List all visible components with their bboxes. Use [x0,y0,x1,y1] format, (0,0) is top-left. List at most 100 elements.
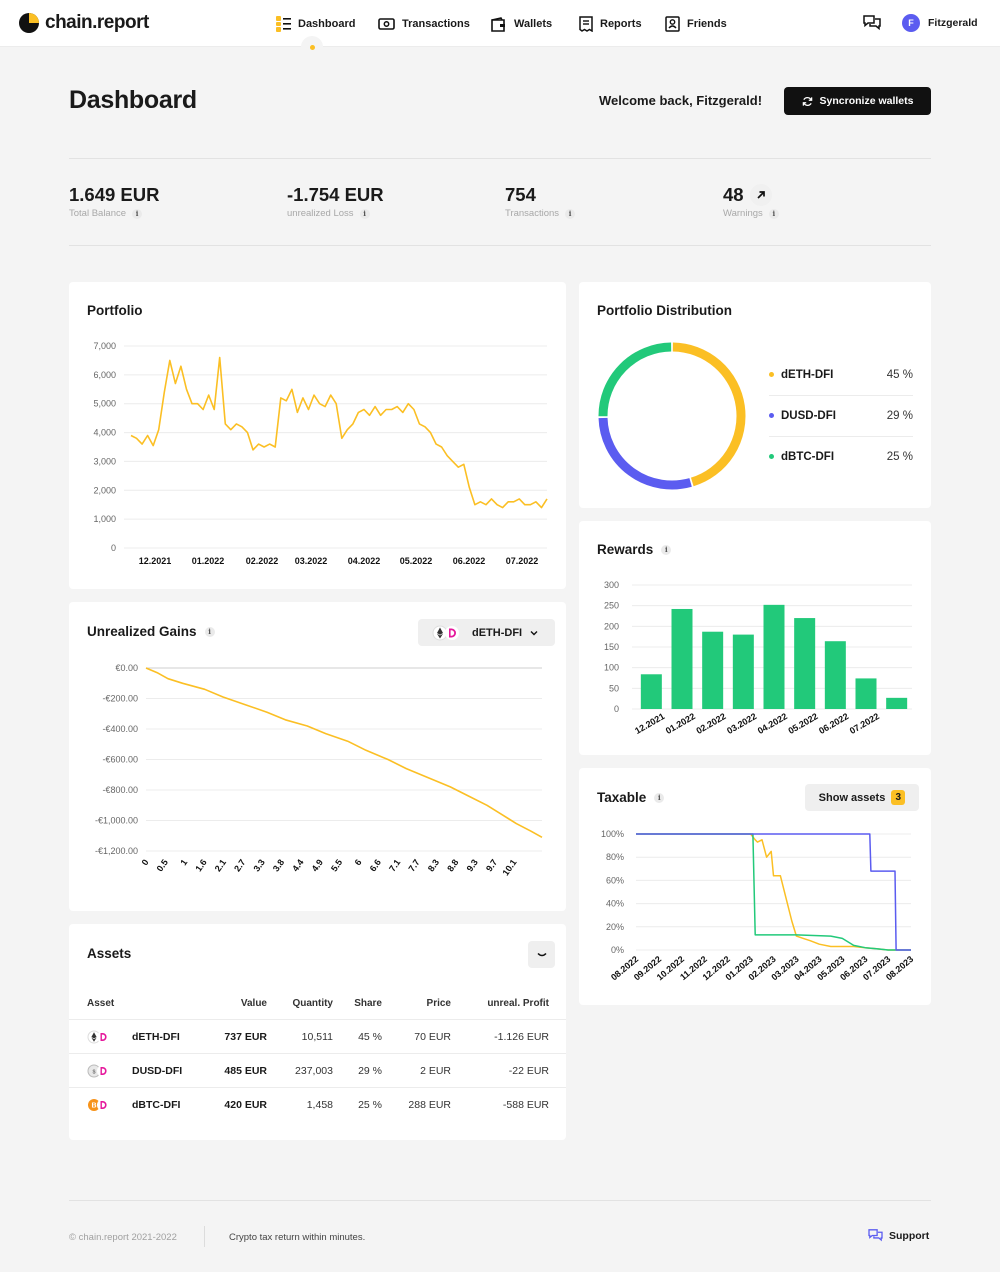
footer-separator [204,1226,205,1247]
footer-tagline: Crypto tax return within minutes. [229,1232,366,1243]
divider [69,245,931,246]
nav-transactions[interactable]: Transactions [378,14,470,34]
y-tick-label: 1,000 [93,514,116,524]
info-icon[interactable]: i [768,208,779,219]
y-tick-label: 7,000 [93,341,116,351]
y-tick-label: 6,000 [93,370,116,380]
y-tick-label: 3,000 [93,456,116,466]
y-tick-label: 300 [604,580,619,590]
asset-share: 29 % [358,1065,382,1077]
support-link[interactable]: Support [868,1229,929,1242]
legend-divider [769,395,913,396]
info-icon[interactable]: i [132,208,143,219]
unrealized-series-line [145,667,543,838]
legend-item: DUSD-DFI 29 % [769,395,913,436]
x-tick-label: 07.2022 [506,556,539,566]
show-assets-button[interactable]: Show assets 3 [805,784,919,811]
stat-label-text: unrealized Loss [287,208,354,219]
unrealized-gains-chart: €0.00 -€200.00 -€400.00 -€600.00 -€800.00 -€1… [95,663,543,878]
cash-icon [378,18,395,30]
divider [69,158,931,159]
nav-dashboard[interactable]: Dashboard [276,14,355,34]
asset-share: 25 % [358,1099,382,1111]
asset-profit: -1.126 EUR [494,1031,549,1043]
reward-bar [702,631,724,709]
reward-bar [732,634,754,709]
portfolio-distribution-card: Portfolio Distribution dETH-DFI 45 % DUS… [579,282,931,508]
nav-reports[interactable]: Reports [579,14,642,34]
x-tick-label: 3.3 [251,857,266,873]
eth-dfi-pair-icon [432,625,459,640]
legend-value: 29 % [886,409,913,422]
chat-icon [868,1229,883,1242]
info-icon[interactable]: i [359,208,370,219]
refresh-icon [802,96,812,106]
asset-share: 45 % [358,1031,382,1043]
stat-label: Total Balance i [69,208,160,219]
y-tick-label: 2,000 [93,485,116,495]
sync-wallets-button[interactable]: Syncronize wallets [784,87,931,115]
stat-total-balance: 1.649 EUR Total Balance i [69,184,160,219]
stat-value-text: 48 [723,184,744,205]
user-menu[interactable]: F Fitzgerald [902,14,978,32]
column-header-value: Value [240,998,267,1009]
reward-bar [763,604,785,709]
stat-value: 754 [505,184,536,205]
assets-title: Assets [87,946,132,961]
stat-label: Transactions i [505,208,576,219]
y-tick-label: 20% [606,922,624,932]
chat-icon[interactable] [863,15,881,36]
asset-name: dBTC-DFI [132,1099,181,1111]
support-label: Support [889,1229,930,1242]
logo[interactable]: chain.report [18,11,149,35]
reward-bar [794,618,816,709]
nav-friends[interactable]: Friends [665,14,727,34]
info-icon[interactable]: i [204,626,215,637]
asset-profit: -22 EUR [508,1065,549,1077]
x-tick-label: 03.2022 [295,556,328,566]
taxable-chart: 0%20%40%60%80%100%08.202209.202210.20221… [601,829,915,982]
table-row[interactable]: dETH-DFI 737 EUR 10,511 45 % 70 EUR -1.1… [69,1019,566,1053]
info-icon[interactable]: i [661,544,672,555]
x-tick-label: 9.3 [465,857,480,873]
footer-divider [69,1200,931,1201]
taxable-card: Taxable i Show assets 3 0% 20% 40% 60% 80% 100… [579,768,931,1005]
rewards-card: Rewards i 0 50 100 150 200 250 300 12.2021 01.202… [579,521,931,755]
unrealized-gains-title: Unrealized Gains i [87,624,215,639]
y-tick-label: €0.00 [115,663,138,673]
contact-icon [665,16,680,32]
asset-value: 737 EUR [224,1031,267,1043]
legend-dot [769,454,774,459]
taxable-series-line [636,833,911,951]
receipt-icon [579,16,593,32]
asset-select-dropdown[interactable]: dETH-DFI [418,619,555,646]
stat-label-text: Warnings [723,208,763,219]
table-row[interactable]: $ DUSD-DFI 485 EUR 237,003 29 % 2 EUR -2… [69,1053,566,1087]
asset-value: 485 EUR [224,1065,267,1077]
count-badge: 3 [891,790,906,805]
table-row[interactable]: B dBTC-DFI 420 EUR 1,458 25 % 288 EUR -5… [69,1087,566,1121]
btc-dfi-pair-icon: B [88,1099,109,1111]
y-tick-label: 200 [604,621,619,631]
y-tick-label: 100 [604,663,619,673]
info-icon[interactable]: i [654,792,665,803]
nav-wallets[interactable]: Wallets [490,14,552,34]
asset-quantity: 1,458 [306,1099,333,1111]
y-tick-label: 50 [609,683,619,693]
x-tick-label: 1.6 [193,857,208,873]
arrow-up-right-icon[interactable] [749,184,772,206]
collapse-button[interactable] [528,941,555,968]
asset-quantity: 10,511 [301,1031,333,1043]
x-tick-label: 06.2022 [453,556,486,566]
user-name: Fitzgerald [928,17,978,29]
show-assets-label: Show assets [818,791,886,804]
rewards-title: Rewards i [597,542,672,557]
x-tick-label: 10.1 [500,857,518,877]
x-tick-label: 2.7 [232,857,247,873]
dusd-dfi-pair-icon: $ [87,1064,109,1078]
y-tick-label: 80% [606,852,624,862]
stat-warnings: 48 Warnings i [723,184,779,219]
eth-dfi-pair-icon [87,1030,109,1044]
info-icon[interactable]: i [565,208,576,219]
stat-unrealized-loss: -1.754 EUR unrealized Loss i [287,184,384,219]
